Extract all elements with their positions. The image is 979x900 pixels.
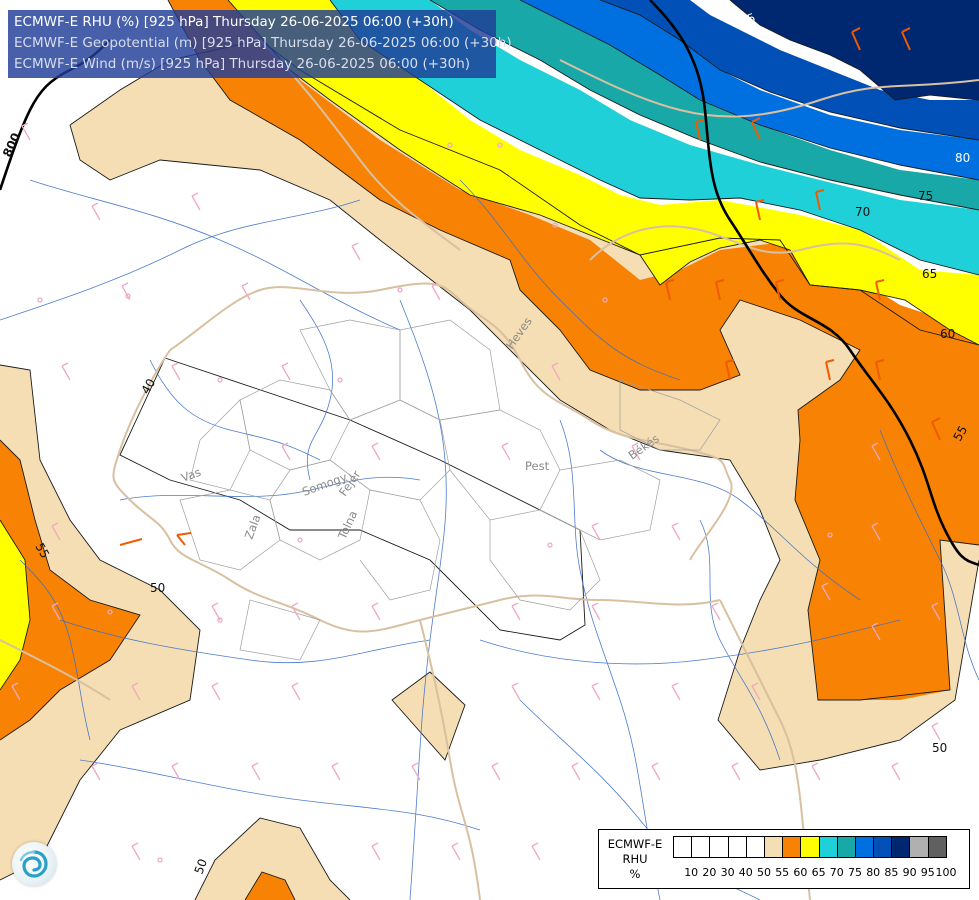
legend-title-unit: % (629, 867, 641, 881)
legend-tick-label: 50 (757, 866, 771, 879)
legend-tick-label: 20 (702, 866, 717, 879)
contour-label-55-left: 55 (32, 541, 52, 561)
legend-tick-label: 95 (920, 866, 935, 879)
legend-color-scale (673, 836, 947, 858)
legend-tick-label: 75 (848, 866, 862, 879)
legend-swatch (801, 836, 820, 858)
title-wind: ECMWF-E Wind (m/s) [925 hPa] Thursday 26… (14, 56, 471, 72)
legend-swatch (783, 836, 802, 858)
contour-label-80: 80 (955, 151, 970, 165)
legend-tick-label: 60 (793, 866, 808, 879)
geopotential-label-800: 800 (0, 131, 23, 160)
rhu-band-60-left (0, 440, 140, 740)
title-rhu: ECMWF-E RHU (%) [925 hPa] Thursday 26-06… (14, 14, 454, 30)
contour-label-50-left: 50 (150, 581, 165, 595)
legend-swatch (728, 836, 747, 858)
contour-label-70: 70 (855, 205, 870, 219)
legend-tick-labels: 10 20 30 40 50 55 60 65 70 75 80 85 90 95 100 (673, 866, 973, 882)
legend-tick-label: 10 (684, 866, 699, 879)
contour-label-65: 65 (922, 267, 937, 281)
rhu-band-55-small (392, 672, 465, 760)
legend-swatch (674, 836, 693, 858)
legend-tick-label: 40 (738, 866, 753, 879)
legend-swatch (928, 836, 947, 858)
legend-title-variable: RHU (622, 852, 648, 866)
wind-barbs (11, 122, 941, 863)
legend-tick-label: 65 (811, 866, 826, 879)
rhu-band-85 (600, 0, 979, 140)
legend-swatch (892, 836, 911, 858)
contour-label-50-bottom: 50 (192, 857, 210, 876)
ogimet-swirl-logo-icon (12, 842, 56, 886)
legend-tick-label: 100 (935, 866, 957, 879)
title-geopotential: ECMWF-E Geopotential (m) [925 hPa] Thurs… (14, 35, 512, 51)
rhu-legend: ECMWF-E RHU % 10 20 30 40 50 55 60 65 70 75 80 85 90… (598, 829, 970, 889)
contour-label-55: 55 (950, 423, 970, 443)
rhu-band-60-bottom (245, 872, 295, 900)
legend-swatch (692, 836, 711, 858)
legend-tick-label: 90 (902, 866, 917, 879)
legend-tick-label: 80 (866, 866, 881, 879)
contour-label-50: 50 (932, 741, 947, 755)
legend-swatch (746, 836, 765, 858)
legend-tick-label: 30 (720, 866, 735, 879)
county-boundaries (179, 319, 721, 661)
region-label-pest: Pest (525, 459, 550, 473)
legend-tick-label: 85 (884, 866, 899, 879)
legend-tick-label: 55 (775, 866, 790, 879)
contour-label-40: 40 (138, 376, 158, 396)
map-title-box: ECMWF-E RHU (%) [925 hPa] Thursday 26-06… (8, 10, 512, 78)
legend-swatch (874, 836, 893, 858)
rhu-band-55-bottom (195, 818, 350, 900)
legend-swatch (910, 836, 929, 858)
contour-label-75: 75 (918, 189, 933, 203)
rivers (0, 179, 979, 900)
legend-swatch (855, 836, 875, 858)
wind-barbs-strong (119, 27, 941, 546)
legend-swatch (764, 836, 784, 858)
contour-label-60: 60 (940, 327, 955, 341)
contour-label-85: 85 (738, 10, 757, 28)
region-label-zala: Zala (242, 513, 264, 541)
legend-title: ECMWF-E RHU % (603, 837, 667, 882)
legend-swatch (819, 836, 838, 858)
region-label-vas: Vas (179, 465, 203, 485)
rhu-band-65 (228, 0, 979, 345)
region-label-tolna: Tolna (335, 508, 361, 542)
rhu-band-90 (730, 0, 979, 100)
legend-swatch (837, 836, 856, 858)
legend-title-model: ECMWF-E (607, 837, 663, 851)
rhu-band-80 (520, 0, 979, 180)
legend-tick-label: 70 (829, 866, 844, 879)
legend-swatch (710, 836, 729, 858)
